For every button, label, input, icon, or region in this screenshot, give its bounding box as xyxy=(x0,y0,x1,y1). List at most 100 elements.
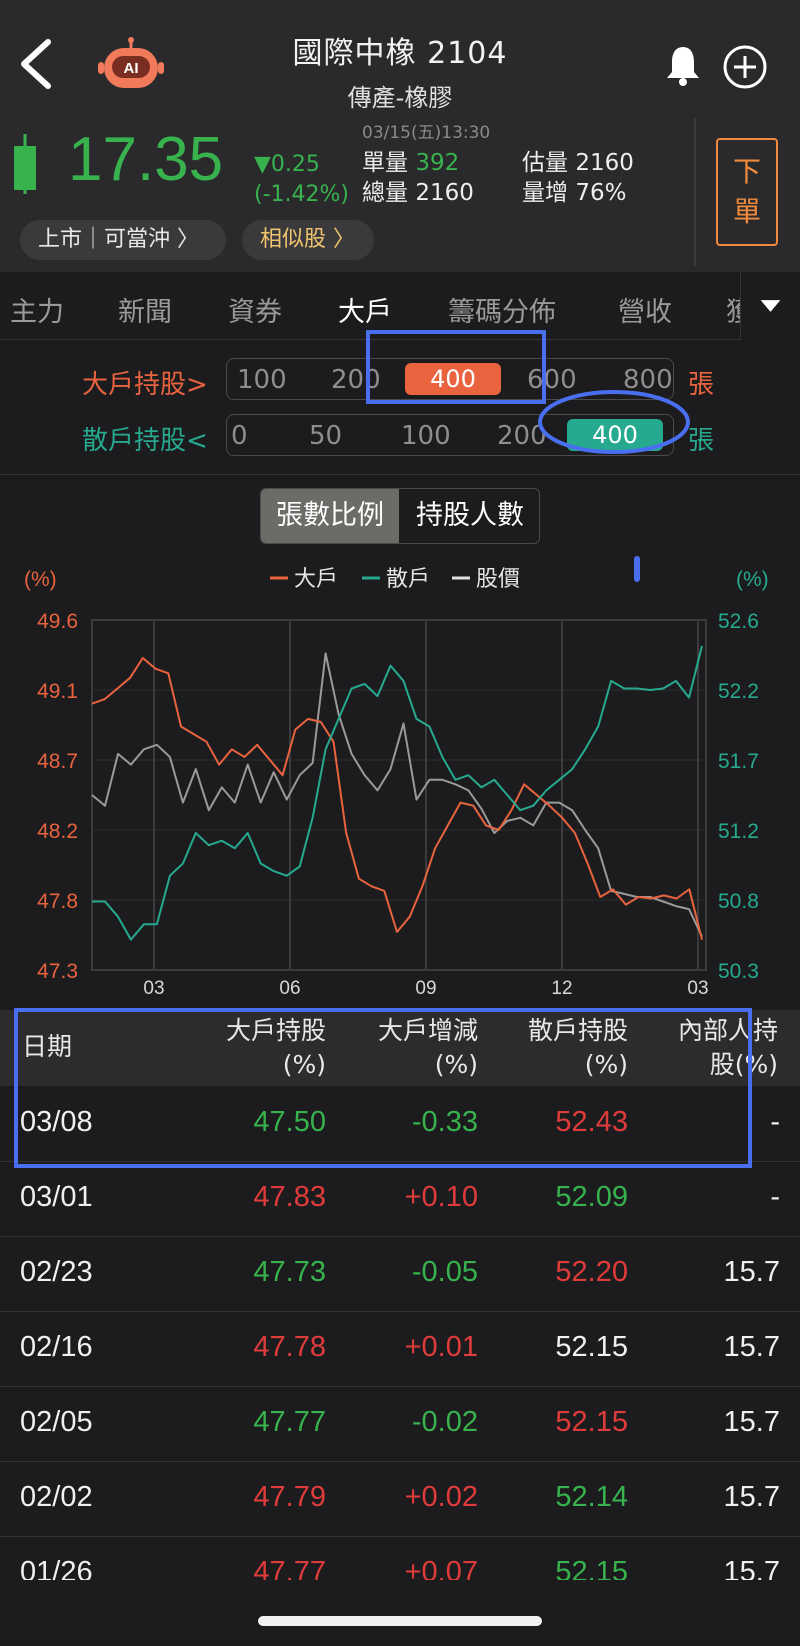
tab-dropdown-icon[interactable] xyxy=(740,272,800,340)
tab-chip-distribution[interactable]: 籌碼分佈 xyxy=(448,297,556,328)
header-line: (%) xyxy=(282,1050,326,1079)
cell-small-holding: 52.20 xyxy=(555,1256,628,1288)
stock-title: 國際中橡 2104 xyxy=(292,36,508,71)
table-row[interactable]: 02/05 47.77 -0.02 52.15 15.7 xyxy=(0,1386,800,1462)
right-tick-label: 50.3 xyxy=(718,960,759,983)
series-line-small-holders xyxy=(92,645,703,941)
table-row[interactable]: 01/26 47.77 +0.07 52.15 15.7 xyxy=(0,1536,800,1580)
col-big-change: 大戶增減 (%) xyxy=(378,1014,478,1082)
highlight-overlay xyxy=(366,330,690,454)
legend-label: 大戶 xyxy=(294,567,338,592)
big-option[interactable]: 200 xyxy=(331,365,381,395)
left-tick-label: 49.6 xyxy=(37,610,78,633)
tab-news[interactable]: 新聞 xyxy=(118,297,172,328)
right-tick-label: 52.6 xyxy=(718,610,759,633)
col-small-holding: 散戶持股 (%) xyxy=(528,1014,628,1082)
col-date: 日期 xyxy=(22,1032,73,1061)
left-tick-label: 49.1 xyxy=(37,680,78,703)
cell-date: 02/23 xyxy=(20,1256,93,1288)
cell-big-holding: 47.50 xyxy=(253,1106,326,1138)
cell-big-holding: 47.79 xyxy=(253,1481,326,1513)
table-row[interactable]: 03/08 47.50 -0.33 52.43 - xyxy=(0,1086,800,1162)
big-option[interactable]: 100 xyxy=(237,365,287,395)
title-block: 國際中橡 2104 傳產-橡膠 xyxy=(200,28,600,113)
order-label: 單 xyxy=(732,195,761,228)
header-line: (%) xyxy=(584,1050,628,1079)
small-option[interactable]: 0 xyxy=(231,421,248,451)
big-holder-selector[interactable]: 100 200 400 600 800 xyxy=(226,358,674,400)
ai-robot-icon[interactable]: AI xyxy=(98,36,164,92)
tab-main-force[interactable]: 主力 xyxy=(10,297,64,328)
cell-big-change: +0.10 xyxy=(404,1181,478,1213)
cell-insider: 15.7 xyxy=(723,1256,780,1288)
order-button[interactable]: 下 單 xyxy=(716,138,778,246)
x-tick-label: 03 xyxy=(687,978,708,996)
view-toggle[interactable]: 張數比例 持股人數 xyxy=(260,488,540,544)
header-line: 散戶持股 xyxy=(527,1016,628,1045)
series-line-price xyxy=(91,652,703,937)
left-unit: (%) xyxy=(24,568,57,591)
quote-label: 量增 xyxy=(522,180,568,206)
header-line: (%) xyxy=(434,1050,478,1079)
cell-insider: 15.7 xyxy=(723,1406,780,1438)
small-option[interactable]: 50 xyxy=(309,421,343,451)
cell-insider: - xyxy=(770,1181,780,1213)
market-pill[interactable]: 上市｜可當沖 〉 xyxy=(20,220,226,260)
table-row[interactable]: 03/01 47.83 +0.10 52.09 - xyxy=(0,1161,800,1237)
right-tick-label: 52.2 xyxy=(718,680,759,703)
big-option[interactable]: 600 xyxy=(527,365,577,395)
right-unit: (%) xyxy=(736,568,769,591)
tab-margin[interactable]: 資券 xyxy=(228,297,282,328)
change-value: ▼0.25 xyxy=(254,152,320,177)
tab-big-holders[interactable]: 大戶 xyxy=(338,297,392,328)
cell-small-holding: 52.15 xyxy=(555,1406,628,1438)
x-tick-label: 12 xyxy=(551,978,572,996)
legend-label: 散戶 xyxy=(386,567,430,592)
header-line: 大戶增減 xyxy=(377,1016,478,1045)
highlight-overlay xyxy=(14,1008,752,1168)
timestamp: 03/15(五)13:30 xyxy=(362,123,491,143)
price-change: ▼0.25 (-1.42%) xyxy=(254,150,349,210)
x-tick-label: 06 xyxy=(279,978,300,996)
tab-bar: 主力 新聞 資券 大戶 籌碼分佈 營收 獲 xyxy=(0,272,800,340)
cell-big-holding: 47.77 xyxy=(253,1406,326,1438)
cell-big-holding: 47.78 xyxy=(253,1331,326,1363)
back-icon[interactable] xyxy=(14,36,58,92)
quote-row: 總量 2160 量增 76% xyxy=(362,178,662,208)
small-option[interactable]: 100 xyxy=(401,421,451,451)
plus-circle-icon[interactable] xyxy=(722,44,768,90)
header-line: 大戶持股 xyxy=(225,1016,326,1045)
bell-icon[interactable] xyxy=(664,44,702,86)
cell-big-holding: 47.73 xyxy=(253,1256,326,1288)
scroll-indicator xyxy=(634,556,640,582)
small-option[interactable]: 200 xyxy=(497,421,547,451)
table-row[interactable]: 02/02 47.79 +0.02 52.14 15.7 xyxy=(0,1461,800,1537)
stock-header: AI 國際中橡 2104 傳產-橡膠 17.35 ▼0.25 (-1.42%) … xyxy=(0,0,800,272)
holdings-line-chart: 49.6 52.6 49.1 52.2 48.7 51.7 48.2 51.2 47.8 50.8… xyxy=(24,556,769,996)
cell-big-holding: 47.83 xyxy=(253,1181,326,1213)
small-option-selected[interactable]: 400 xyxy=(567,419,663,451)
cell-date: 02/16 xyxy=(20,1331,93,1363)
quote-label: 估量 xyxy=(522,150,568,176)
small-holder-selector[interactable]: 0 50 100 200 400 xyxy=(226,414,674,456)
home-indicator[interactable] xyxy=(258,1616,542,1626)
table-row[interactable]: 02/23 47.73 -0.05 52.20 15.7 xyxy=(0,1236,800,1312)
quote-value: 392 xyxy=(415,150,460,176)
order-label: 下 xyxy=(732,155,761,188)
cell-small-holding: 52.15 xyxy=(555,1331,628,1363)
left-tick-label: 48.7 xyxy=(37,750,78,773)
tab-revenue[interactable]: 營收 xyxy=(618,297,672,328)
toggle-share-ratio[interactable]: 張數比例 xyxy=(261,489,399,543)
divider xyxy=(0,474,800,475)
big-option-selected[interactable]: 400 xyxy=(405,363,501,395)
table-row[interactable]: 02/16 47.78 +0.01 52.15 15.7 xyxy=(0,1311,800,1387)
cell-date: 01/26 xyxy=(20,1556,93,1580)
cell-date: 03/08 xyxy=(20,1106,93,1138)
cell-insider: 15.7 xyxy=(723,1331,780,1363)
svg-text:AI: AI xyxy=(124,60,139,77)
big-option[interactable]: 800 xyxy=(623,365,673,395)
quote-row: 單量 392 估量 2160 xyxy=(362,148,662,178)
similar-stocks-pill[interactable]: 相似股 〉 xyxy=(242,220,374,260)
cell-small-holding: 52.09 xyxy=(555,1181,628,1213)
toggle-holder-count[interactable]: 持股人數 xyxy=(416,500,524,531)
